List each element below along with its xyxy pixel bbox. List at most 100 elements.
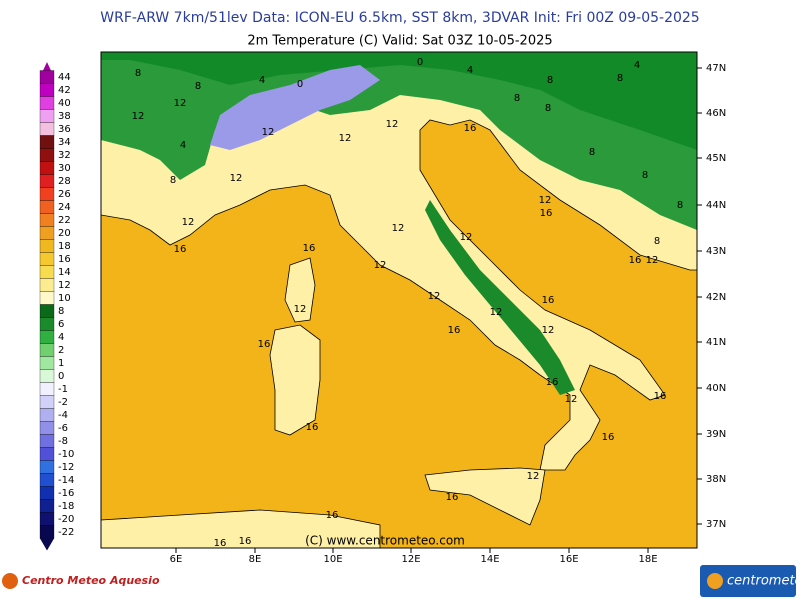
colorbar-swatch — [39, 135, 55, 149]
colorbar-label: 36 — [58, 124, 71, 135]
colorbar-swatch — [39, 395, 55, 409]
colorbar-swatch — [39, 408, 55, 422]
contour-label: 16 — [446, 492, 459, 503]
map-frame — [100, 51, 698, 549]
contour-label: 16 — [258, 339, 271, 350]
lon-label: 8E — [249, 554, 262, 565]
logo-icon — [707, 573, 723, 589]
contour-label: 16 — [174, 244, 187, 255]
colorbar-label: 44 — [58, 72, 71, 83]
colorbar-label: 22 — [58, 215, 71, 226]
colorbar-swatch — [39, 434, 55, 448]
colorbar-label: 34 — [58, 137, 71, 148]
contour-label: 4 — [259, 75, 265, 86]
lon-label: 16E — [559, 554, 578, 565]
colorbar-label: -14 — [58, 475, 74, 486]
contour-label: 12 — [374, 260, 387, 271]
colorbar-label: 28 — [58, 176, 71, 187]
colorbar-label: 10 — [58, 293, 71, 304]
contour-label: 12 — [386, 119, 399, 130]
colorbar-label: 14 — [58, 267, 71, 278]
left-logo-text: Centro Meteo Aquesio — [22, 574, 160, 587]
colorbar-swatch — [39, 421, 55, 435]
colorbar-label: 32 — [58, 150, 71, 161]
colorbar-label: 12 — [58, 280, 71, 291]
lat-label: 45N — [706, 153, 726, 164]
contour-label: 8 — [135, 68, 141, 79]
contour-label: 12 — [182, 217, 195, 228]
contour-label: 12 — [262, 127, 275, 138]
contour-label: 12 — [460, 232, 473, 243]
right-logo: centrometeo — [700, 565, 800, 597]
corsica — [284, 257, 316, 323]
colorbar-label: 2 — [58, 345, 64, 356]
contour-label: 16 — [602, 432, 615, 443]
colorbar-swatch — [39, 148, 55, 162]
colorbar-label: -20 — [58, 514, 74, 525]
contour-label: 16 — [546, 377, 559, 388]
title: WRF-ARW 7km/51lev Data: ICON-EU 6.5km, S… — [100, 10, 699, 26]
lat-label: 41N — [706, 337, 726, 348]
contour-label: 0 — [417, 57, 423, 68]
contour-label: 16 — [448, 325, 461, 336]
colorbar-swatch — [39, 317, 55, 331]
colorbar-swatch — [39, 356, 55, 370]
contour-label: 16 — [239, 536, 252, 547]
colorbar-label: 42 — [58, 85, 71, 96]
lat-label: 43N — [706, 246, 726, 257]
lat-label: 42N — [706, 292, 726, 303]
contour-label: 12 — [490, 307, 503, 318]
contour-label: 0 — [297, 79, 303, 90]
contour-label: 12 — [646, 255, 659, 266]
contour-label: 12 — [294, 304, 307, 315]
apennines — [425, 200, 575, 395]
lat-label: 38N — [706, 474, 726, 485]
cold-alps — [210, 65, 380, 150]
lon-label: 14E — [480, 554, 499, 565]
colorbar-label: -1 — [58, 384, 68, 395]
contour-label: 4 — [467, 65, 473, 76]
logo-box — [700, 565, 796, 597]
colorbar-swatch — [39, 83, 55, 97]
contour-label: 8 — [617, 73, 623, 84]
colorbar-label: -16 — [58, 488, 74, 499]
right-logo-text: centrometeo — [727, 574, 800, 589]
contour-label: 12 — [230, 173, 243, 184]
colorbar-label: 1 — [58, 358, 64, 369]
colorbar-swatch — [39, 187, 55, 201]
contour-label: 12 — [542, 325, 555, 336]
contour-label: 16 — [542, 295, 555, 306]
contour-label: 4 — [634, 60, 640, 71]
colorbar-swatch — [39, 109, 55, 123]
contour-label: 16 — [326, 510, 339, 521]
contour-label: 16 — [306, 422, 319, 433]
colorbar-swatch — [39, 343, 55, 357]
contour-label: 12 — [132, 111, 145, 122]
contour-label: 16 — [214, 538, 227, 549]
contour-label: 12 — [527, 471, 540, 482]
contour-label: 8 — [545, 103, 551, 114]
lat-label: 39N — [706, 429, 726, 440]
colorbar-label: 8 — [58, 306, 64, 317]
lat-label: 40N — [706, 383, 726, 394]
colorbar-swatch — [39, 382, 55, 396]
colorbar-swatch — [39, 161, 55, 175]
contour-label: 12 — [539, 195, 552, 206]
high-green — [101, 52, 697, 150]
colorbar-label: -12 — [58, 462, 74, 473]
colorbar-label: -8 — [58, 436, 68, 447]
contour-label: 16 — [303, 243, 316, 254]
subtitle: 2m Temperature (C) Valid: Sat 03Z 10-05-… — [247, 34, 552, 49]
colorbar-label: 40 — [58, 98, 71, 109]
colorbar-swatch — [39, 213, 55, 227]
contour-label: 8 — [195, 81, 201, 92]
colorbar-label: 26 — [58, 189, 71, 200]
map — [100, 51, 698, 549]
colorbar-label: -4 — [58, 410, 68, 421]
contour-label: 8 — [677, 200, 683, 211]
colorbar-label: 0 — [58, 371, 64, 382]
contour-label: 12 — [392, 223, 405, 234]
colorbar-swatch — [39, 512, 55, 526]
colorbar-label: 18 — [58, 241, 71, 252]
